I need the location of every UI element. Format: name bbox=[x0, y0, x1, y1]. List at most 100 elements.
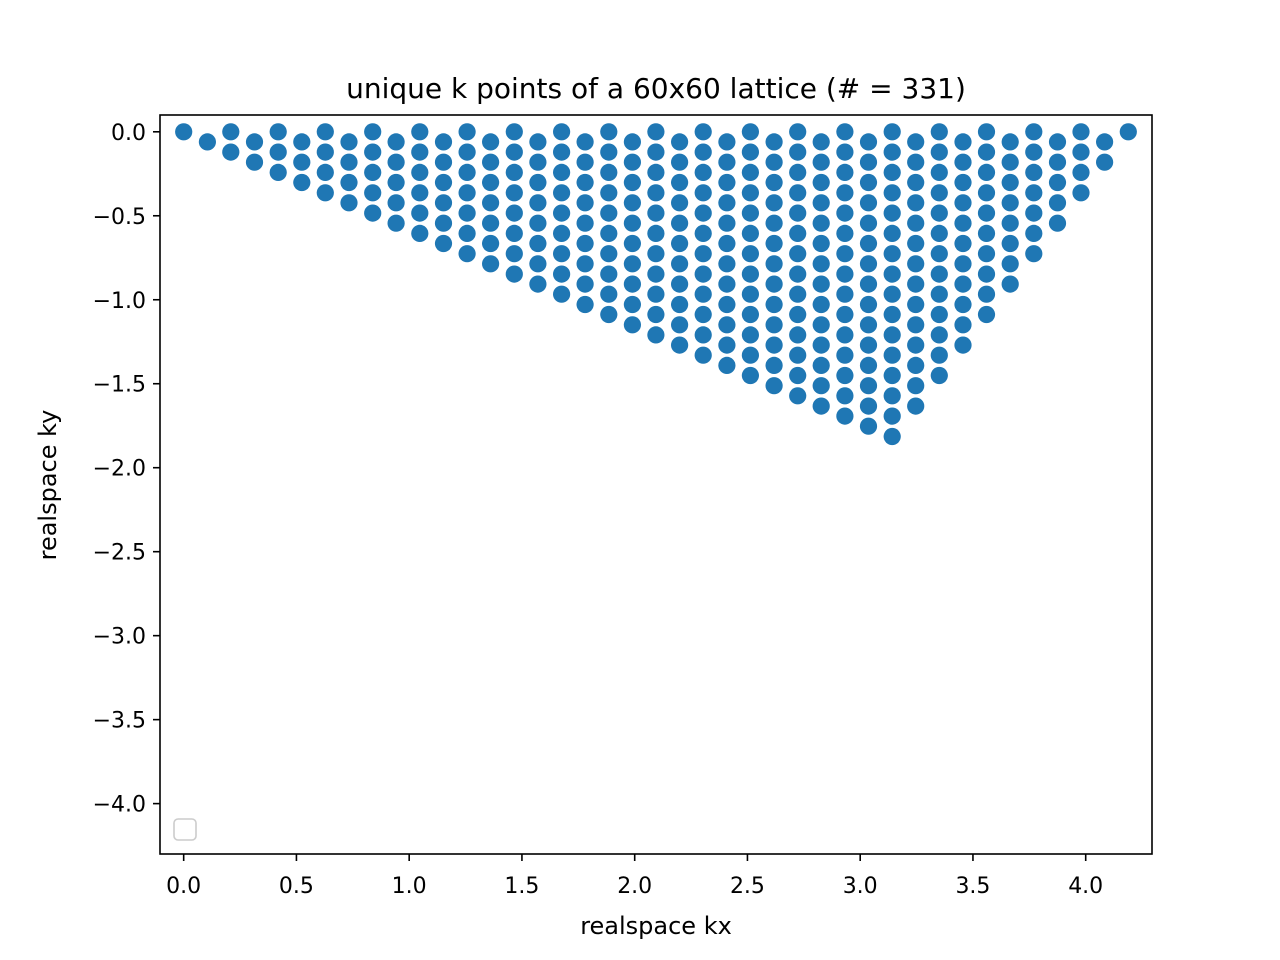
data-point bbox=[505, 265, 523, 283]
data-point bbox=[411, 143, 429, 161]
data-point bbox=[741, 265, 760, 283]
data-point bbox=[269, 143, 287, 161]
data-point bbox=[671, 234, 689, 253]
data-point bbox=[505, 245, 523, 263]
data-point bbox=[1025, 204, 1043, 222]
points-layer bbox=[175, 123, 1137, 446]
data-point bbox=[907, 377, 925, 395]
data-point bbox=[576, 214, 594, 232]
data-point bbox=[930, 285, 948, 303]
data-point bbox=[694, 326, 712, 344]
data-point bbox=[647, 245, 665, 263]
data-point bbox=[977, 265, 996, 283]
data-point bbox=[765, 356, 783, 374]
data-point bbox=[387, 153, 405, 171]
data-point bbox=[930, 346, 948, 364]
data-point bbox=[553, 123, 571, 141]
data-point bbox=[930, 123, 948, 141]
data-point bbox=[907, 356, 925, 374]
data-point bbox=[529, 194, 547, 212]
y-tick-label: −2.0 bbox=[93, 457, 146, 482]
data-point bbox=[883, 265, 901, 283]
data-point bbox=[718, 275, 736, 293]
data-point bbox=[1096, 133, 1114, 151]
data-point bbox=[694, 143, 712, 161]
data-point bbox=[647, 184, 665, 202]
data-point bbox=[836, 204, 854, 222]
data-point bbox=[1001, 153, 1019, 171]
data-point bbox=[623, 133, 642, 151]
data-point bbox=[576, 255, 594, 273]
data-point bbox=[340, 153, 358, 171]
data-point bbox=[977, 184, 996, 202]
data-point bbox=[198, 133, 216, 151]
data-point bbox=[812, 377, 830, 395]
data-point bbox=[316, 143, 334, 161]
data-point bbox=[836, 245, 854, 263]
data-point bbox=[387, 173, 405, 192]
data-point bbox=[576, 295, 594, 314]
data-point bbox=[741, 123, 760, 141]
data-point bbox=[1001, 275, 1019, 293]
data-point bbox=[1048, 194, 1067, 212]
data-point bbox=[765, 234, 783, 253]
data-point bbox=[623, 153, 642, 171]
x-tick-label: 4.0 bbox=[1068, 874, 1103, 899]
data-point bbox=[411, 163, 429, 181]
data-point bbox=[482, 255, 500, 273]
data-point bbox=[694, 204, 712, 222]
data-point bbox=[576, 133, 594, 151]
data-point bbox=[340, 133, 358, 151]
data-point bbox=[907, 255, 925, 273]
data-point bbox=[576, 194, 594, 212]
data-point bbox=[765, 316, 783, 334]
data-point bbox=[718, 295, 736, 314]
data-point bbox=[600, 265, 618, 283]
data-point bbox=[434, 173, 453, 192]
data-point bbox=[364, 163, 382, 181]
data-point bbox=[930, 305, 948, 324]
data-point bbox=[505, 204, 523, 222]
data-point bbox=[387, 194, 405, 212]
data-point bbox=[576, 234, 594, 253]
data-point bbox=[765, 133, 783, 151]
data-point bbox=[954, 234, 972, 253]
data-point bbox=[1001, 234, 1019, 253]
data-point bbox=[718, 234, 736, 253]
data-point bbox=[883, 326, 901, 344]
data-point bbox=[883, 366, 901, 385]
data-point bbox=[789, 143, 807, 161]
data-point bbox=[434, 153, 453, 171]
data-point bbox=[694, 285, 712, 303]
data-point bbox=[600, 285, 618, 303]
data-point bbox=[765, 295, 783, 314]
data-point bbox=[765, 214, 783, 232]
data-point bbox=[954, 173, 972, 192]
data-point bbox=[954, 214, 972, 232]
y-tick-label: −0.5 bbox=[93, 205, 146, 230]
data-point bbox=[789, 326, 807, 344]
data-point bbox=[977, 123, 996, 141]
data-point bbox=[977, 163, 996, 181]
data-point bbox=[741, 184, 760, 202]
data-point bbox=[647, 285, 665, 303]
data-point bbox=[859, 316, 878, 334]
data-point bbox=[576, 275, 594, 293]
data-point bbox=[458, 204, 476, 222]
data-point bbox=[954, 316, 972, 334]
data-point bbox=[907, 316, 925, 334]
data-point bbox=[222, 143, 240, 161]
data-point bbox=[671, 336, 689, 354]
data-point bbox=[245, 133, 264, 151]
data-point bbox=[954, 295, 972, 314]
data-point bbox=[175, 123, 193, 141]
data-point bbox=[718, 194, 736, 212]
data-point bbox=[718, 133, 736, 151]
data-point bbox=[293, 153, 311, 171]
data-point bbox=[600, 123, 618, 141]
data-point bbox=[859, 295, 878, 314]
data-point bbox=[954, 133, 972, 151]
data-point bbox=[789, 245, 807, 263]
data-point bbox=[671, 316, 689, 334]
